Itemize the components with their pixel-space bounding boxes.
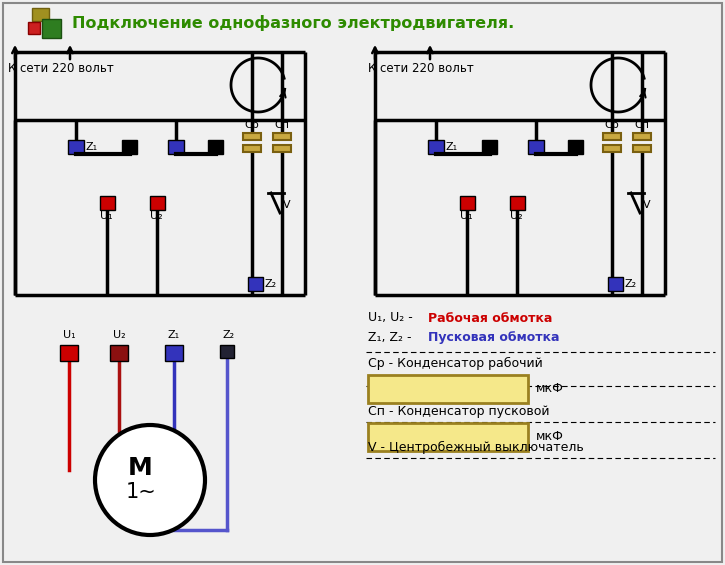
- Circle shape: [95, 425, 205, 535]
- Bar: [633, 145, 651, 152]
- Bar: [100, 196, 115, 210]
- Bar: [28, 22, 40, 34]
- Bar: [243, 133, 261, 140]
- Bar: [368, 375, 528, 403]
- Text: U₂: U₂: [150, 211, 162, 221]
- Text: M: M: [128, 456, 153, 480]
- Bar: [32, 8, 49, 21]
- Text: мкФ: мкФ: [536, 431, 564, 444]
- Bar: [510, 196, 525, 210]
- Text: Z₂: Z₂: [223, 330, 235, 340]
- Bar: [60, 345, 78, 361]
- Bar: [110, 345, 128, 361]
- Text: U₁, U₂ -: U₁, U₂ -: [368, 311, 417, 324]
- Text: V - Центробежный выключатель: V - Центробежный выключатель: [368, 441, 584, 454]
- Text: Пусковая обмотка: Пусковая обмотка: [428, 332, 560, 345]
- Text: Сп - Конденсатор пусковой: Сп - Конденсатор пусковой: [368, 405, 550, 418]
- Bar: [460, 196, 475, 210]
- Text: Z₁: Z₁: [86, 142, 98, 152]
- Bar: [248, 277, 263, 291]
- Bar: [208, 140, 223, 154]
- Text: U₂: U₂: [113, 330, 125, 340]
- Text: мкФ: мкФ: [536, 383, 564, 396]
- Bar: [150, 196, 165, 210]
- Text: Cр: Cр: [604, 120, 618, 130]
- Bar: [122, 140, 137, 154]
- Text: 1~: 1~: [126, 482, 157, 502]
- Bar: [273, 145, 291, 152]
- Text: Ср - Конденсатор рабочий: Ср - Конденсатор рабочий: [368, 357, 543, 370]
- Text: Z₁: Z₁: [168, 330, 180, 340]
- Text: U₁: U₁: [460, 211, 473, 221]
- Text: V: V: [643, 200, 650, 210]
- Text: Cр: Cр: [244, 120, 259, 130]
- Bar: [603, 145, 621, 152]
- Text: Cп: Cп: [274, 120, 289, 130]
- Text: Z₁, Z₂ -: Z₁, Z₂ -: [368, 332, 415, 345]
- Bar: [68, 140, 84, 154]
- Text: Подключение однофазного электродвигателя.: Подключение однофазного электродвигателя…: [72, 15, 514, 31]
- Text: U₁: U₁: [63, 330, 75, 340]
- Text: К сети 220 вольт: К сети 220 вольт: [8, 62, 114, 75]
- Bar: [220, 345, 234, 358]
- Bar: [165, 345, 183, 361]
- Bar: [243, 145, 261, 152]
- Bar: [368, 423, 528, 451]
- Bar: [568, 140, 583, 154]
- Text: Z₂: Z₂: [265, 279, 277, 289]
- Text: Cп: Cп: [634, 120, 649, 130]
- Text: Z₂: Z₂: [625, 279, 637, 289]
- Text: U₂: U₂: [510, 211, 523, 221]
- Bar: [273, 133, 291, 140]
- Text: Рабочая обмотка: Рабочая обмотка: [428, 311, 552, 324]
- Bar: [528, 140, 544, 154]
- Bar: [482, 140, 497, 154]
- Text: V: V: [283, 200, 291, 210]
- Text: К сети 220 вольт: К сети 220 вольт: [368, 62, 473, 75]
- Bar: [603, 133, 621, 140]
- Text: Z₁: Z₁: [446, 142, 458, 152]
- Bar: [168, 140, 184, 154]
- Bar: [633, 133, 651, 140]
- Bar: [428, 140, 444, 154]
- Text: U₁: U₁: [100, 211, 112, 221]
- Bar: [42, 19, 61, 38]
- Bar: [608, 277, 623, 291]
